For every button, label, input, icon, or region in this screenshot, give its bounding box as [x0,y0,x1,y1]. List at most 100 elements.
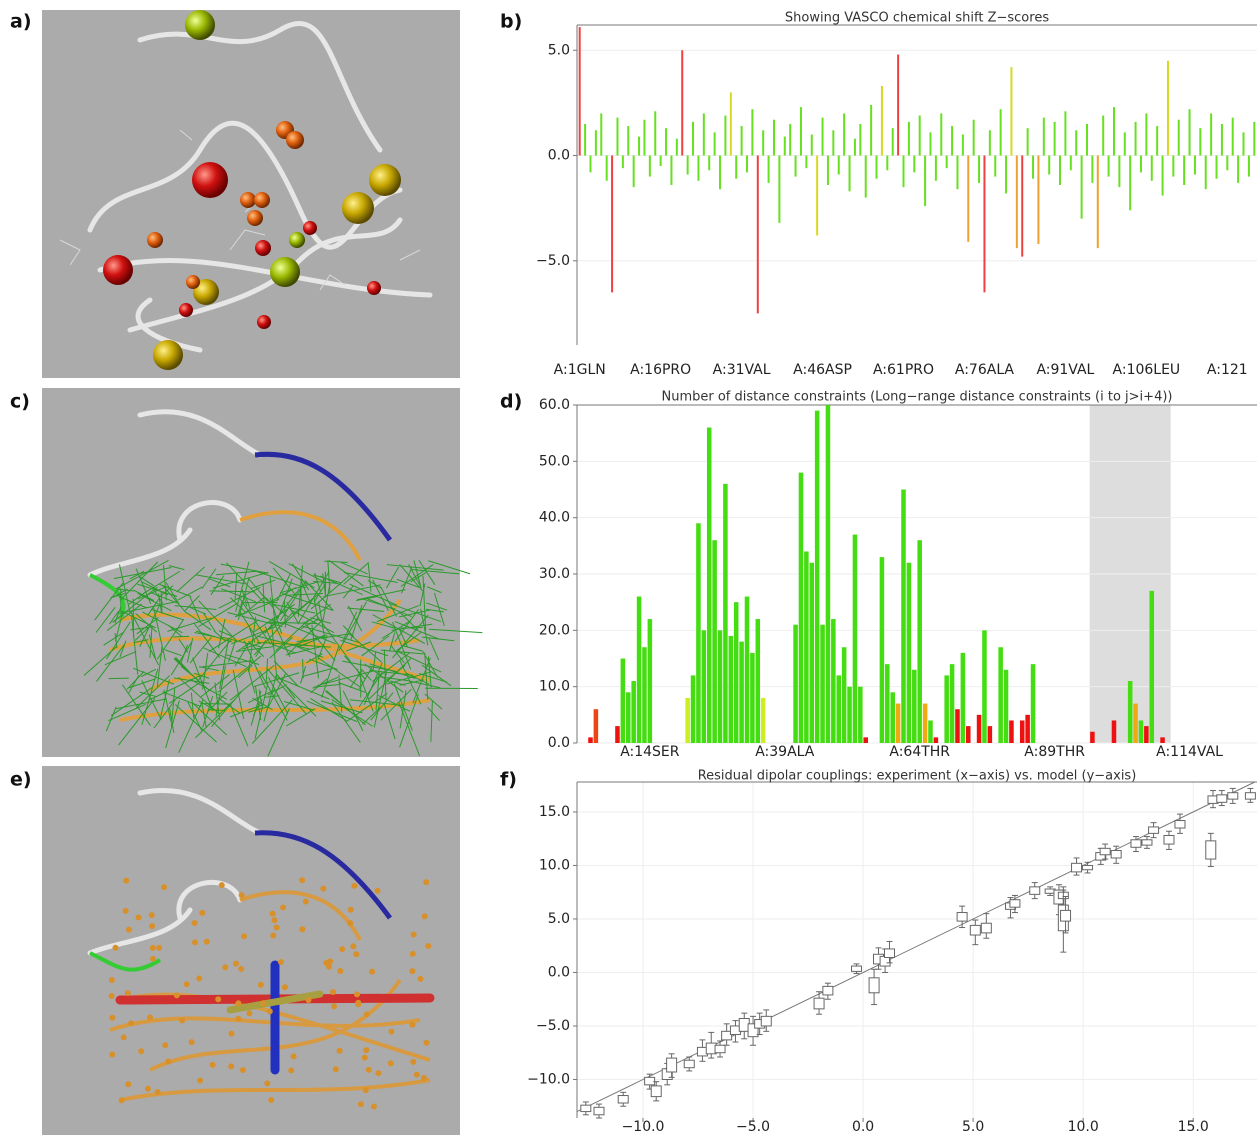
constraint-line [363,598,396,610]
constraint-line [156,647,163,687]
constraint-line [306,700,358,723]
atom-bead [241,933,248,940]
constraint-line [338,682,366,693]
constraint-line [399,693,419,748]
constraint-line [234,573,238,600]
constraint-line [106,603,142,631]
constraint-line [118,564,131,614]
box [956,912,968,922]
atom-sphere [270,257,300,287]
constraint-line [369,669,414,676]
constraint-line [168,680,203,704]
box [822,985,834,996]
box [868,977,880,994]
bar [744,596,750,743]
atom-bead [197,1077,204,1084]
bar [928,720,933,743]
atom-bead [332,1066,339,1073]
constraint-line [413,560,422,589]
atom-bead [362,1087,369,1094]
box [1009,899,1021,908]
constraint-line [372,652,377,670]
y-tick-label: 20.0 [539,622,570,638]
constraint-line [229,703,249,747]
constraint-line [412,657,431,704]
constraint-line [108,703,146,722]
box [1082,864,1094,871]
box [666,1057,678,1073]
constraint-line [151,592,178,604]
constraint-line [428,628,483,634]
constraint-line [194,631,215,638]
y-tick-label: 0.0 [548,735,570,751]
bar [631,681,636,743]
constraint-line [277,677,330,700]
backbone [87,409,263,578]
y-tick-label: 5.0 [548,42,570,58]
constraint-line [210,575,225,596]
atom-bead [365,1066,372,1073]
constraint-line [300,619,318,630]
constraint-line [139,604,161,648]
bar [944,675,949,743]
bar [831,619,836,743]
constraint-line [121,610,157,629]
bar [976,714,982,743]
x-tick-label: A:64THR [889,744,950,760]
constraint-line [404,679,441,689]
constraint-line [378,676,407,682]
bar [825,405,831,743]
atom-bead [125,1081,132,1088]
structure-image-c [42,388,483,757]
chart-title: Number of distance constraints (Long−ran… [662,390,1173,405]
constraint-line [201,703,207,727]
atom-bead [281,984,288,991]
atom-bead [173,992,180,999]
bar [701,630,707,743]
constraint-line [343,571,398,583]
constraint-line [396,578,420,588]
bar [982,630,987,743]
constraint-line [408,564,421,586]
constraint-line [327,560,331,593]
constraint-line [238,597,272,645]
constraint-line [323,584,381,598]
atom-bead [146,1014,153,1021]
box [644,1076,656,1086]
atom-bead [351,882,358,889]
box [1163,835,1175,845]
bar [820,624,825,743]
constraint-line [344,655,366,680]
backbone [87,787,263,956]
constraint-line [342,690,364,732]
bar [1133,703,1138,743]
bar [836,675,842,743]
bar [1160,737,1165,743]
atom-bead [108,992,115,999]
atom-bead [150,955,157,962]
box [593,1106,605,1116]
atom-bead [363,1011,370,1018]
bar [890,692,895,743]
constraint-line [277,578,293,620]
constraint-line [106,621,131,660]
constraint-line [430,700,433,742]
panel-label: f) [500,769,517,791]
atom-bead [203,938,210,945]
constraint-line [321,646,340,698]
bar [723,483,728,743]
constraint-line [219,638,230,689]
constraint-line [217,655,262,693]
constraint-line [347,605,363,632]
constraint-line [202,695,214,728]
constraint-line [128,675,140,693]
side-chains [59,129,421,291]
constraint-line [199,666,219,672]
constraint-line [308,658,338,671]
atom-bead [138,1048,145,1055]
atom-bead [154,1088,161,1095]
bar [685,697,690,743]
atom-bead [118,1097,125,1104]
constraint-line [131,615,139,675]
x-tick-label: A:121 [1207,362,1248,378]
